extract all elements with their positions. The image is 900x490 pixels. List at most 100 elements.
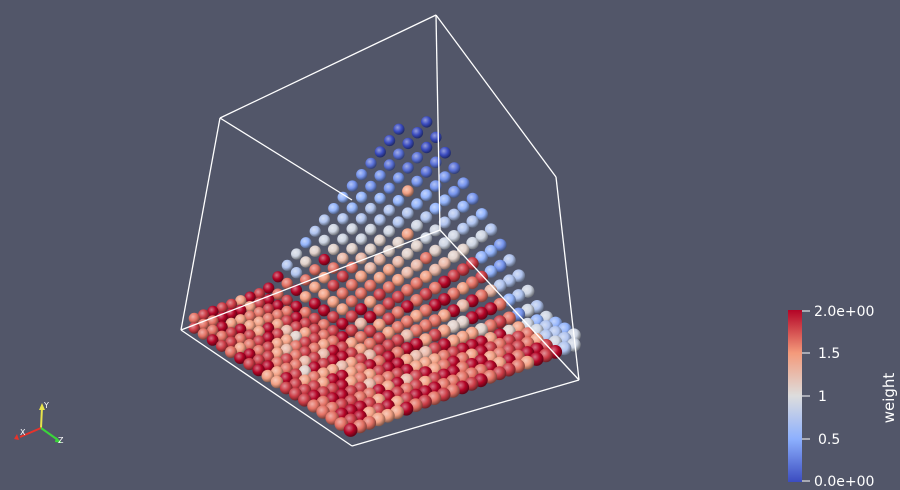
sphere-glyph [457,200,470,213]
sphere-glyph [290,284,303,296]
sphere-glyph [393,148,405,160]
sphere-glyph [281,305,293,318]
sphere-glyph [383,225,396,238]
sphere-glyph [262,341,275,354]
sphere-glyph [494,238,507,252]
sphere-glyph [420,189,433,202]
sphere-glyph [328,203,340,215]
sphere-glyph [207,305,219,317]
sphere-glyph [466,236,479,250]
sphere-glyph [466,192,479,205]
sphere-glyph [383,159,396,171]
sphere-glyph [401,207,414,220]
sphere-glyph [252,335,265,348]
sphere-glyph [457,243,470,256]
sphere-glyph [262,303,275,315]
sphere-glyph [215,340,228,352]
sphere-glyph [484,223,498,236]
sphere-glyph [244,320,256,332]
sphere-glyph [291,248,303,260]
point-sphere-cloud [188,116,581,437]
sphere-glyph [280,353,293,366]
sphere-glyph [336,287,349,300]
sphere-glyph [243,338,256,351]
sphere-glyph [253,288,265,300]
sphere-glyph [346,243,358,255]
sphere-glyph [270,375,284,389]
scalar-bar-label-0-5: 0.5 [818,432,840,448]
sphere-glyph [392,216,405,229]
sphere-glyph [243,357,256,371]
sphere-glyph [384,135,396,147]
sphere-glyph [309,225,321,237]
sphere-glyph [280,334,293,347]
sphere-glyph [391,290,405,304]
sphere-glyph [253,325,265,338]
scalar-bar-legend[interactable]: 2.0e+00 1.5 1 0.5 0.0e+00 weight [788,304,898,490]
sphere-glyph [271,337,284,350]
sphere-glyph [438,237,451,250]
sphere-glyph [234,314,247,326]
sphere-glyph [299,317,312,330]
sphere-glyph [317,319,330,331]
sphere-glyph [290,300,303,313]
sphere-glyph [410,240,423,253]
sphere-glyph [503,254,516,267]
scalar-bar-label-min: 0.0e+00 [814,474,874,490]
sphere-glyph [299,336,312,349]
sphere-glyph [261,350,275,363]
sphere-glyph [207,324,219,337]
x-axis-label: X [20,428,26,437]
sphere-glyph [475,230,488,243]
sphere-glyph [392,273,405,287]
sphere-glyph [309,264,321,276]
sphere-glyph [299,327,312,340]
sphere-glyph [420,232,433,245]
sphere-glyph [420,252,433,265]
sphere-glyph [252,354,265,367]
sphere-glyph [438,257,451,270]
sphere-glyph [216,321,228,333]
sphere-glyph [290,267,303,279]
sphere-glyph [456,263,470,276]
sphere-glyph [308,333,321,346]
sphere-glyph [383,182,396,194]
sphere-glyph [337,233,349,245]
sphere-glyph [225,298,238,310]
sphere-glyph [457,177,470,190]
y-axis-line [40,406,43,429]
scalar-bar-label-1: 1 [818,389,827,405]
bounding-box-outline [180,14,580,447]
sphere-glyph [243,329,256,342]
sphere-glyph [410,277,423,290]
sphere-glyph [216,302,228,314]
sphere-glyph [484,244,498,258]
sphere-glyph [328,223,340,236]
sphere-glyph [448,162,461,175]
sphere-glyph [337,191,349,203]
sphere-glyph [299,306,312,319]
sphere-glyph [365,202,377,215]
sphere-glyph [393,123,405,135]
sphere-glyph [466,215,479,228]
sphere-glyph [355,287,368,300]
sphere-glyph [216,330,228,343]
sphere-glyph [448,208,461,221]
sphere-glyph [336,331,349,344]
sphere-glyph [466,257,479,270]
sphere-glyph [364,223,377,236]
sphere-glyph [327,243,340,256]
sphere-glyph [290,330,302,343]
sphere-glyph [466,276,479,290]
sphere-glyph [438,194,451,207]
sphere-glyph [197,328,210,340]
sphere-glyph [401,266,414,279]
sphere-glyph [373,271,386,284]
sphere-glyph [346,202,358,214]
sphere-glyph [289,349,302,362]
sphere-glyph [327,295,340,308]
sphere-glyph [198,309,210,321]
sphere-glyph [393,172,405,184]
sphere-glyph [374,146,386,158]
